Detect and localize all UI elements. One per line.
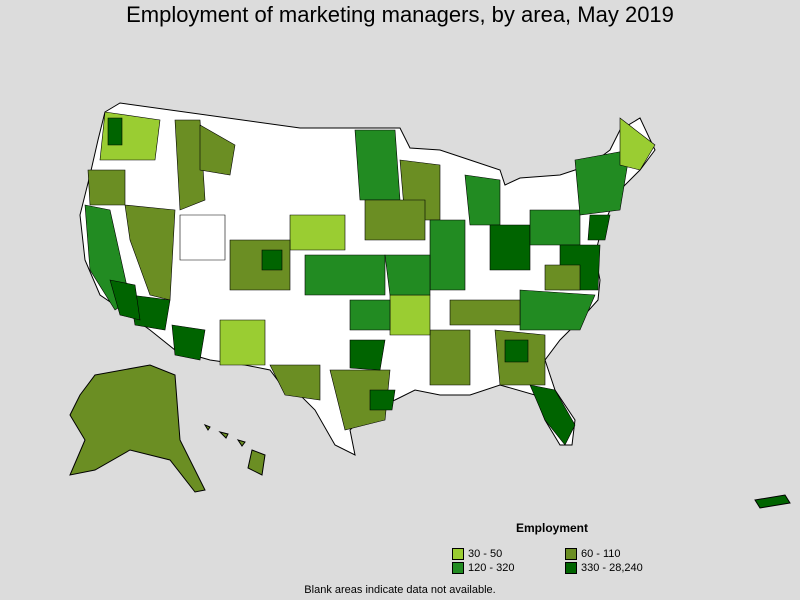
hawaii-outline [203, 423, 266, 476]
legend-swatch [452, 548, 464, 560]
region-atlanta [504, 339, 529, 363]
region-florida [529, 384, 576, 446]
legend-label: 120 - 320 [468, 562, 515, 574]
region-houston [369, 389, 396, 411]
region-illinois [429, 219, 466, 291]
region-nyc [587, 214, 611, 241]
region-oregon [87, 169, 126, 206]
legend-item-330-28240: 330 - 28,240 [565, 562, 643, 574]
legend-item-30-50: 30 - 50 [452, 548, 502, 560]
region-dallas [349, 339, 386, 371]
map-title: Employment of marketing managers, by are… [126, 2, 674, 27]
legend-swatch [565, 548, 577, 560]
legend-item-120-320: 120 - 320 [452, 562, 514, 574]
region-mississippi [429, 329, 471, 386]
legend-label: 30 - 50 [468, 548, 503, 560]
map-regions [84, 111, 656, 446]
region-pennsylvania [529, 209, 581, 246]
region-kansas [304, 254, 386, 296]
region-arkansas [389, 294, 431, 336]
legend-item-60-110: 60 - 110 [565, 548, 621, 560]
region-nebraska [289, 214, 346, 251]
region-northeast [574, 149, 631, 216]
region-seattle [107, 117, 123, 146]
region-tennessee [449, 299, 521, 326]
puerto-rico-outline [754, 494, 791, 509]
legend-swatch [565, 562, 577, 574]
region-virginia [544, 264, 581, 291]
region-minnesota [354, 129, 401, 201]
region-texas-west [269, 364, 321, 401]
region-missouri [384, 254, 431, 296]
region-denver [261, 249, 283, 271]
footnote: Blank areas indicate data not available. [304, 584, 496, 596]
region-utah [179, 214, 226, 261]
region-carolinas [519, 289, 596, 331]
region-iowa [364, 199, 426, 241]
region-michigan [464, 174, 501, 226]
alaska-outline [69, 364, 206, 493]
region-idaho [174, 119, 206, 211]
region-texas-east [329, 369, 391, 431]
region-oklahoma-east [349, 299, 391, 331]
region-phoenix [171, 324, 206, 361]
region-maine [619, 117, 656, 171]
region-nevada [124, 204, 176, 301]
legend-label: 330 - 28,240 [581, 562, 643, 574]
legend-title: Employment [516, 521, 589, 535]
region-montana-east [199, 124, 236, 176]
region-ohio [489, 224, 531, 271]
region-california-south [109, 279, 141, 321]
region-new-mexico [219, 319, 266, 366]
legend-label: 60 - 110 [581, 548, 621, 560]
legend-swatch [452, 562, 464, 574]
